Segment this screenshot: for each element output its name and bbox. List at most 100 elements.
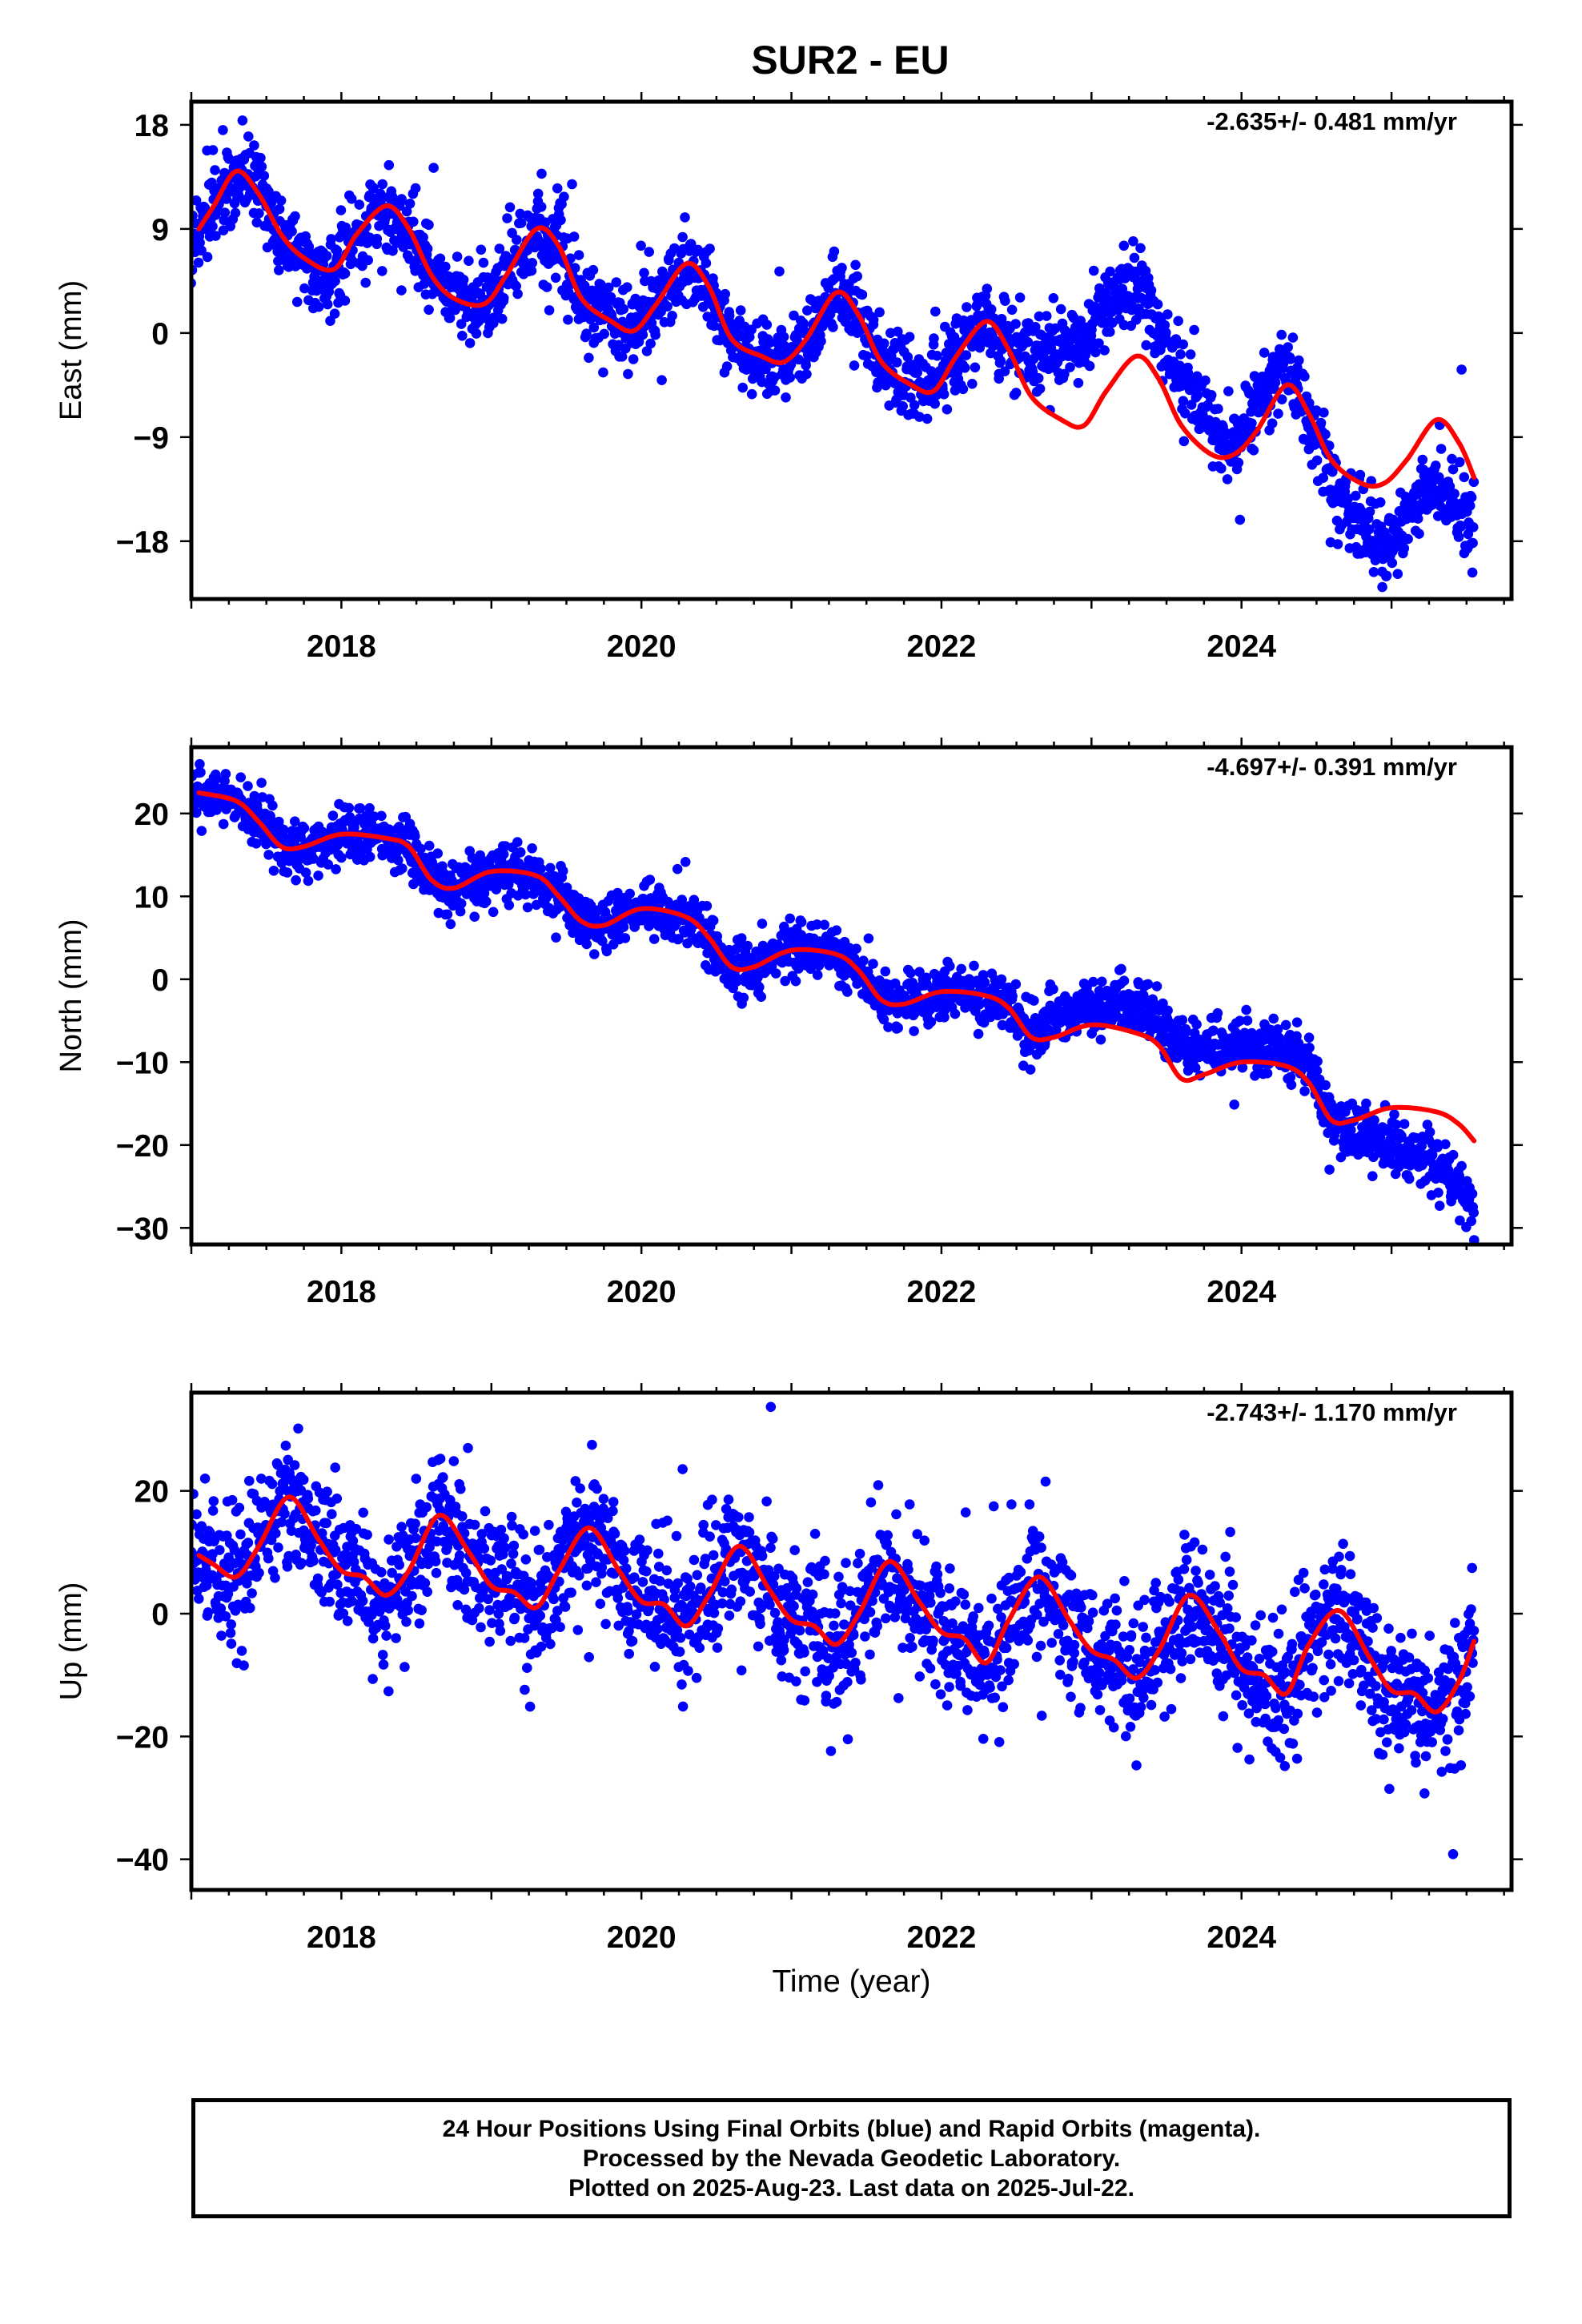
data-point bbox=[271, 1528, 281, 1538]
data-point bbox=[205, 1527, 215, 1538]
data-point bbox=[325, 316, 335, 327]
data-point bbox=[584, 352, 594, 364]
data-point bbox=[765, 337, 775, 348]
data-point bbox=[299, 822, 310, 834]
data-point bbox=[511, 281, 521, 292]
data-point bbox=[850, 259, 861, 271]
data-point bbox=[1206, 390, 1217, 400]
data-point bbox=[354, 199, 365, 210]
data-point bbox=[1414, 529, 1424, 539]
data-point bbox=[568, 231, 580, 242]
data-point bbox=[242, 1578, 252, 1589]
data-point bbox=[1363, 524, 1375, 535]
data-point bbox=[323, 859, 334, 870]
data-point bbox=[1235, 1015, 1245, 1026]
y-tick-label: 18 bbox=[135, 109, 169, 143]
data-point bbox=[254, 208, 264, 219]
data-point bbox=[1464, 501, 1476, 511]
data-point bbox=[290, 211, 300, 222]
data-point bbox=[905, 392, 916, 403]
data-point bbox=[863, 933, 874, 944]
data-point bbox=[216, 1630, 227, 1641]
data-point bbox=[1178, 436, 1190, 447]
data-point bbox=[259, 1497, 270, 1508]
data-point bbox=[541, 282, 552, 292]
data-point bbox=[849, 360, 860, 371]
data-point bbox=[1400, 492, 1411, 502]
data-point bbox=[234, 1502, 245, 1514]
data-point bbox=[1449, 489, 1460, 499]
data-point bbox=[210, 165, 220, 175]
data-point bbox=[191, 807, 202, 818]
data-point bbox=[1222, 474, 1233, 485]
data-point bbox=[819, 919, 829, 931]
data-point bbox=[243, 131, 254, 142]
data-point bbox=[868, 959, 878, 969]
data-point bbox=[287, 226, 297, 237]
data-point bbox=[1389, 1109, 1399, 1120]
data-point bbox=[223, 154, 235, 164]
data-point bbox=[588, 264, 599, 275]
data-point bbox=[424, 219, 434, 231]
data-point bbox=[552, 183, 563, 194]
data-point bbox=[893, 1023, 903, 1033]
data-point bbox=[422, 243, 433, 254]
fit-line bbox=[196, 790, 1477, 1144]
data-point bbox=[1299, 1086, 1310, 1096]
data-point bbox=[914, 412, 925, 422]
data-point bbox=[1412, 513, 1423, 524]
data-point bbox=[1320, 429, 1331, 440]
data-point bbox=[579, 280, 590, 292]
data-point bbox=[498, 849, 509, 859]
data-point bbox=[667, 311, 677, 321]
data-point bbox=[648, 934, 660, 944]
data-point bbox=[531, 899, 542, 911]
data-point bbox=[207, 177, 217, 188]
data-point bbox=[1432, 511, 1443, 521]
data-point bbox=[282, 1562, 293, 1572]
data-point bbox=[624, 888, 635, 899]
data-point bbox=[677, 231, 688, 243]
data-point bbox=[1118, 240, 1130, 251]
data-point bbox=[396, 194, 407, 204]
data-point bbox=[1055, 304, 1066, 315]
data-point bbox=[279, 1509, 290, 1519]
data-point bbox=[1403, 533, 1413, 545]
data-point bbox=[355, 803, 366, 814]
data-point bbox=[1467, 1188, 1478, 1199]
data-point bbox=[290, 816, 300, 826]
data-point bbox=[207, 1506, 219, 1516]
data-point bbox=[207, 221, 218, 232]
data-point bbox=[335, 205, 347, 215]
data-point bbox=[512, 837, 523, 847]
data-point bbox=[247, 1588, 257, 1598]
data-point bbox=[1291, 1017, 1303, 1027]
data-point bbox=[1447, 1149, 1459, 1160]
data-point bbox=[1273, 408, 1283, 419]
data-point bbox=[1050, 323, 1061, 334]
data-point bbox=[293, 1423, 303, 1434]
data-point bbox=[1152, 299, 1163, 310]
data-point bbox=[1007, 991, 1018, 1002]
data-point bbox=[249, 140, 259, 151]
data-point bbox=[1090, 347, 1101, 358]
data-point bbox=[1272, 1024, 1283, 1035]
data-point bbox=[780, 975, 790, 987]
data-point bbox=[930, 306, 941, 317]
data-point bbox=[880, 966, 891, 977]
data-point bbox=[1447, 464, 1459, 475]
data-point bbox=[790, 975, 801, 987]
data-point bbox=[1208, 1025, 1219, 1036]
data-point bbox=[303, 875, 314, 887]
data-point bbox=[235, 1529, 246, 1540]
data-point bbox=[1346, 1124, 1356, 1136]
data-point bbox=[1229, 1100, 1239, 1110]
data-point bbox=[244, 1475, 255, 1486]
data-point bbox=[1158, 998, 1168, 1009]
data-point bbox=[237, 115, 248, 126]
data-point bbox=[1381, 570, 1392, 581]
data-point bbox=[881, 380, 891, 391]
y-axis-label: East (mm) bbox=[54, 280, 88, 420]
data-point bbox=[1312, 1056, 1323, 1067]
